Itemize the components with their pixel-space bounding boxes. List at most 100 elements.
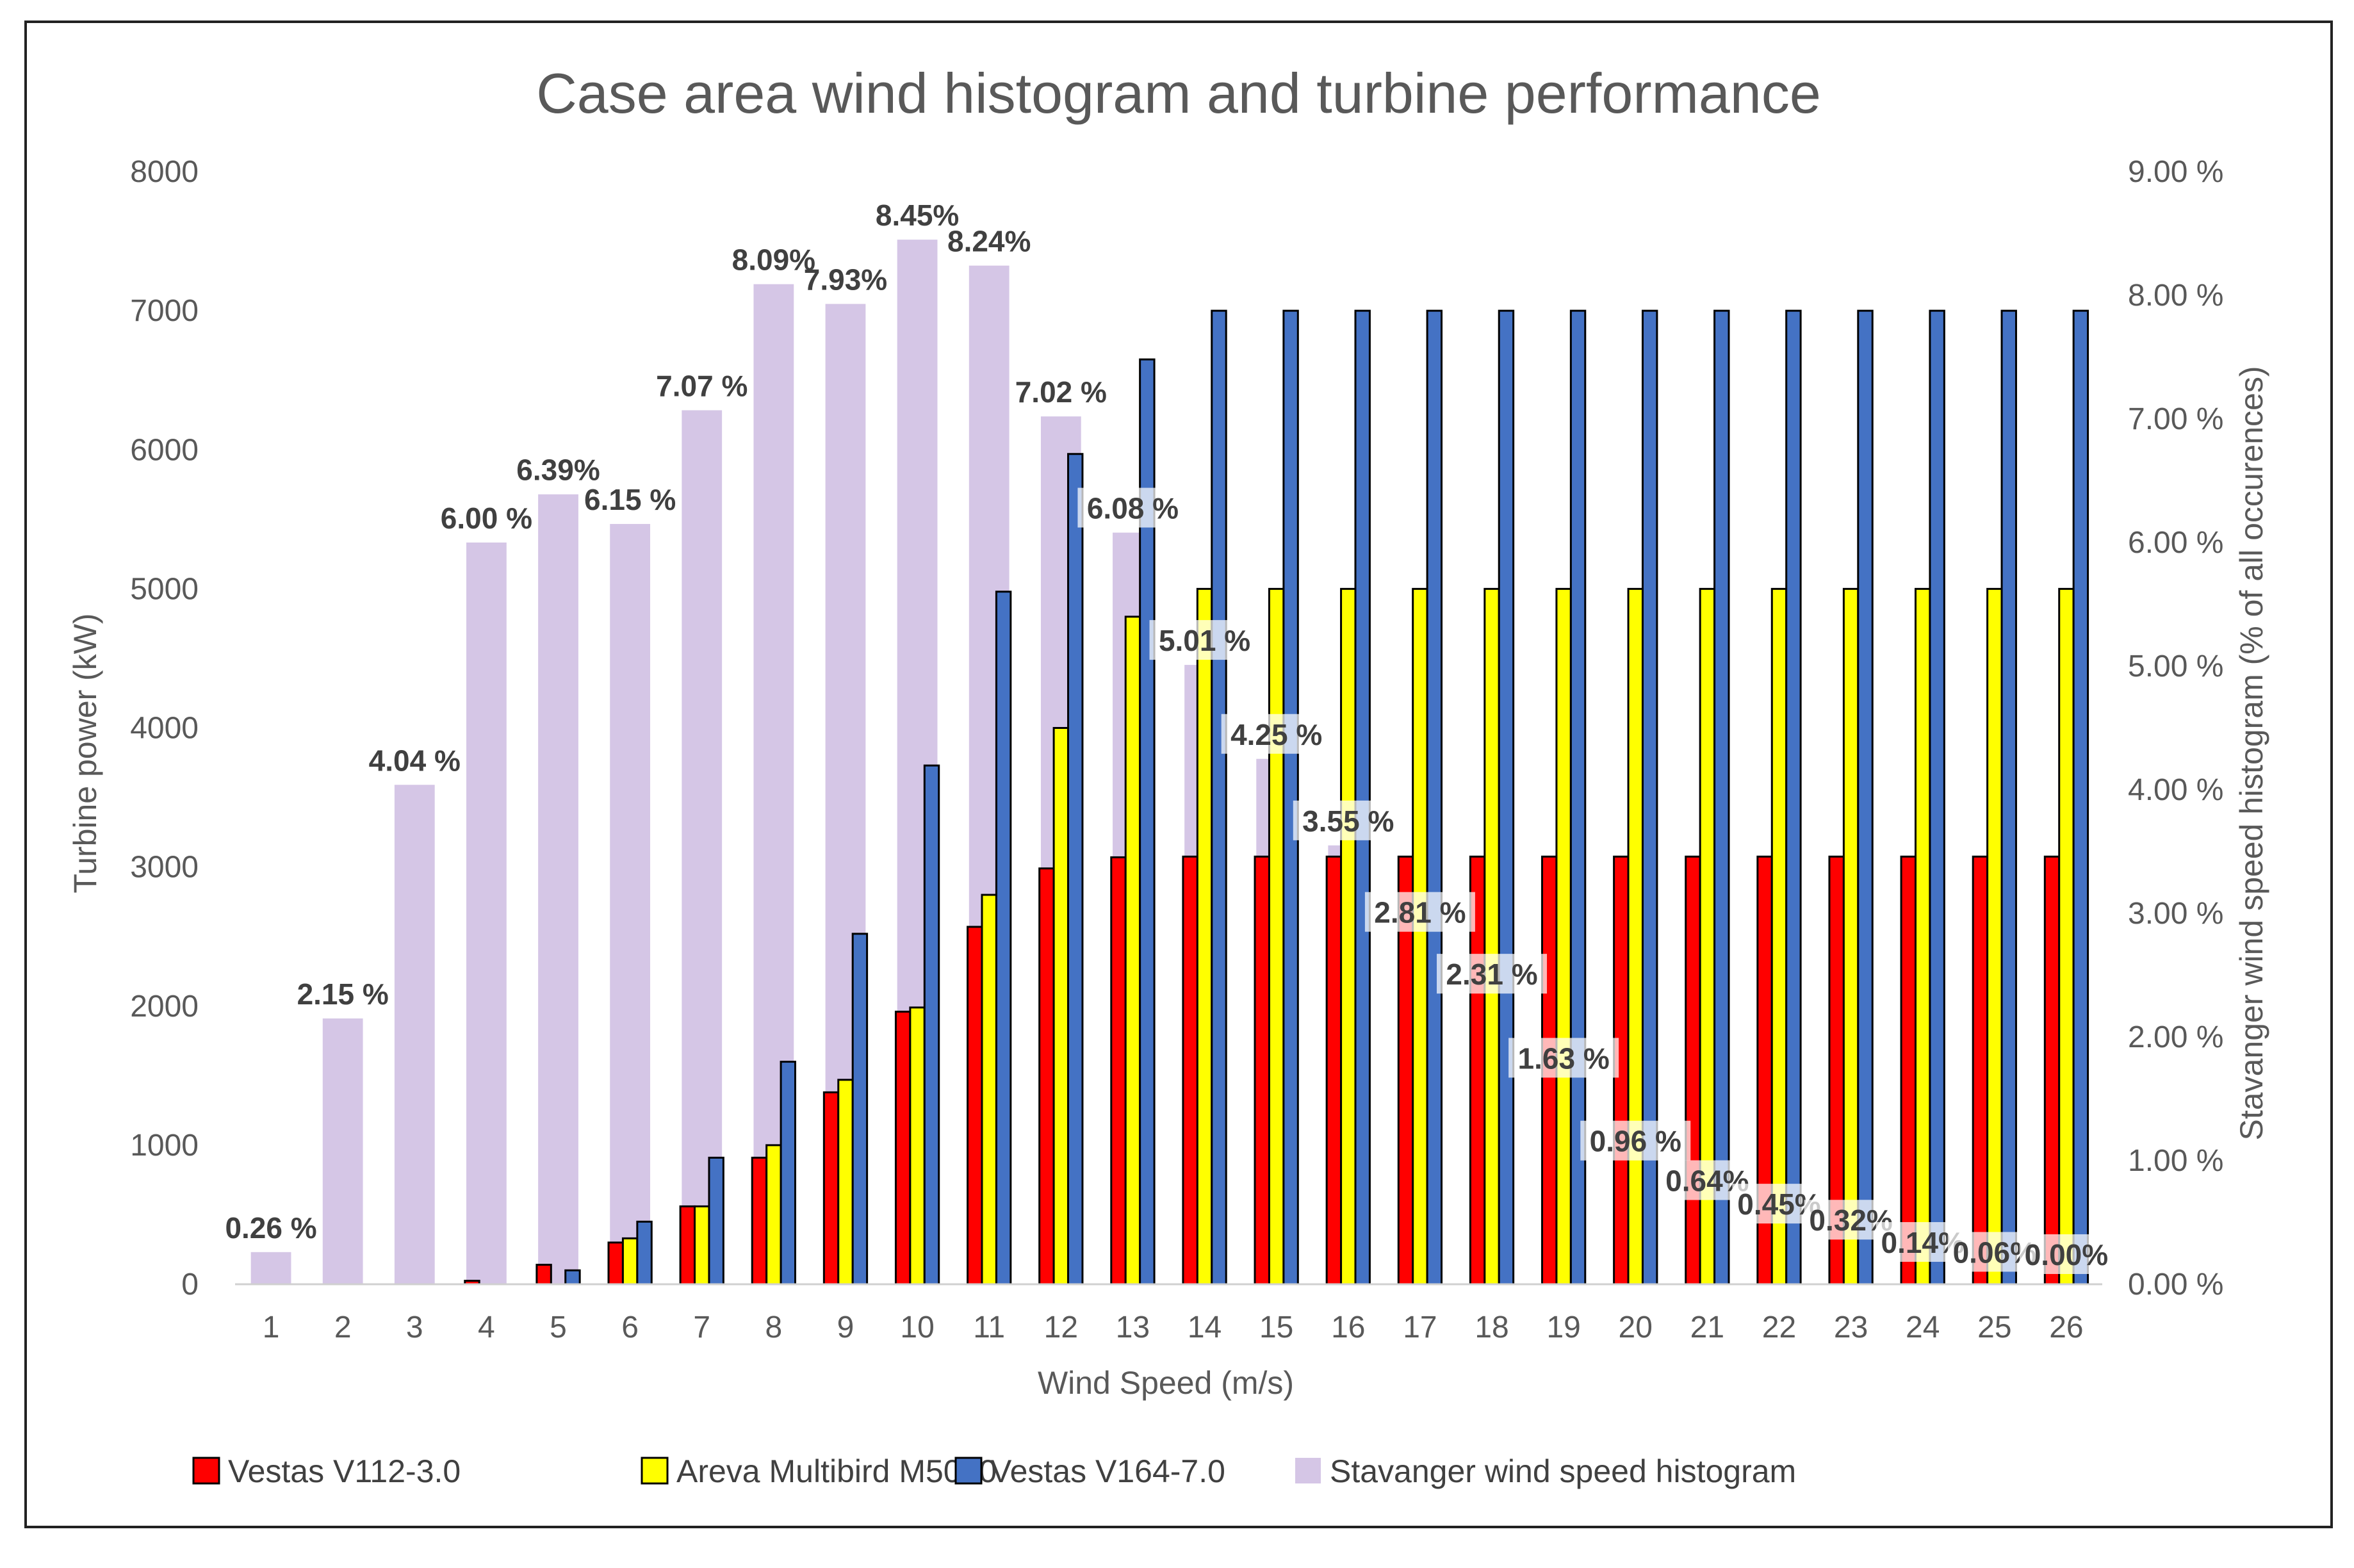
power-bar-vestas-v164-7-0 — [1498, 309, 1515, 1286]
data-label: 4.25 % — [1230, 718, 1322, 751]
data-label: 0.26 % — [225, 1211, 316, 1245]
x-tick-label: 26 — [2049, 1311, 2083, 1344]
data-label: 6.15 % — [584, 483, 676, 516]
y2-tick-label: 0.00 % — [2128, 1268, 2223, 1302]
legend-label: Vestas V164-7.0 — [990, 1453, 1225, 1489]
histogram-bar — [538, 494, 578, 1284]
chart-svg: Case area wind histogram and turbine per… — [67, 61, 2269, 1489]
data-label-bg — [1364, 892, 1475, 932]
y-axis-title: Turbine power (kW) — [67, 613, 103, 893]
power-bar-areva-multibird-m5000 — [1196, 587, 1213, 1286]
data-label: 8.09% — [732, 243, 815, 277]
data-label: 6.00 % — [441, 502, 532, 535]
chart-title: Case area wind histogram and turbine per… — [536, 61, 1821, 125]
y2-tick-label: 3.00 % — [2128, 897, 2223, 931]
power-bar-areva-multibird-m5000 — [1627, 587, 1644, 1286]
x-tick-label: 4 — [478, 1311, 495, 1344]
x-tick-label: 25 — [1977, 1311, 2011, 1344]
x-tick-label: 2 — [334, 1311, 352, 1344]
data-label: 7.07 % — [656, 369, 748, 402]
power-bar-areva-multibird-m5000 — [1484, 587, 1500, 1286]
power-bar-vestas-v112-3-0 — [1110, 856, 1127, 1286]
x-tick-label: 11 — [973, 1311, 1005, 1344]
power-bar-vestas-v164-7-0 — [636, 1220, 653, 1286]
y2-axis-title: Stavanger wind speed histogram (% of all… — [2234, 366, 2269, 1141]
data-label: 7.02 % — [1015, 375, 1107, 409]
x-tick-label: 3 — [406, 1311, 423, 1344]
data-label: 0.96 % — [1590, 1125, 1681, 1158]
data-label: 7.93% — [804, 263, 887, 297]
data-label: 8.45% — [876, 199, 959, 232]
data-label: 1.63 % — [1518, 1041, 1610, 1075]
data-label: 2.31 % — [1446, 958, 1537, 991]
y-tick-label: 8000 — [130, 155, 199, 189]
power-bar-areva-multibird-m5000 — [765, 1144, 782, 1286]
y-tick-label: 1000 — [130, 1129, 199, 1163]
y-tick-label: 2000 — [130, 990, 199, 1024]
power-bar-vestas-v112-3-0 — [1972, 855, 1989, 1286]
power-bar-vestas-v164-7-0 — [1282, 309, 1299, 1286]
power-bar-vestas-v164-7-0 — [851, 933, 869, 1286]
power-bar-areva-multibird-m5000 — [1915, 587, 1931, 1286]
data-label: 8.24% — [947, 225, 1031, 258]
power-bar-vestas-v112-3-0 — [1254, 855, 1270, 1286]
x-tick-label: 6 — [621, 1311, 639, 1344]
x-tick-label: 12 — [1044, 1311, 1078, 1344]
power-bar-vestas-v112-3-0 — [607, 1241, 624, 1286]
data-label-bg — [1580, 1120, 1691, 1161]
power-bar-vestas-v164-7-0 — [2000, 309, 2017, 1286]
power-bar-vestas-v164-7-0 — [1426, 309, 1443, 1286]
power-bar-areva-multibird-m5000 — [1412, 587, 1428, 1286]
x-tick-label: 9 — [837, 1311, 854, 1344]
data-label: 2.15 % — [297, 977, 389, 1011]
power-bar-vestas-v112-3-0 — [1038, 867, 1055, 1286]
axes-layer: 0 1000 2000 3000 4000 5000 6000 7000 8000 0.00 % 1… — [130, 155, 2223, 1344]
x-tick-label: 1 — [263, 1311, 280, 1344]
histogram-bar — [610, 524, 651, 1284]
x-tick-label: 18 — [1475, 1311, 1508, 1344]
x-tick-label: 16 — [1331, 1311, 1365, 1344]
x-tick-label: 19 — [1546, 1311, 1580, 1344]
data-label-bg — [2019, 1234, 2113, 1274]
power-bar-areva-multibird-m5000 — [981, 894, 997, 1286]
data-label-bg — [1293, 800, 1403, 840]
data-label-bg — [1508, 1038, 1619, 1078]
power-bar-areva-multibird-m5000 — [1052, 727, 1070, 1286]
power-bar-areva-multibird-m5000 — [1340, 587, 1357, 1286]
power-bar-areva-multibird-m5000 — [1842, 587, 1859, 1286]
data-label: 6.08 % — [1087, 492, 1179, 525]
data-label-bg — [1149, 620, 1260, 660]
y2-tick-label: 2.00 % — [2128, 1020, 2223, 1054]
power-bar-vestas-v112-3-0 — [894, 1010, 911, 1286]
x-tick-label: 21 — [1690, 1311, 1724, 1344]
power-bar-vestas-v164-7-0 — [780, 1061, 796, 1286]
x-tick-label: 10 — [900, 1311, 934, 1344]
power-bar-vestas-v164-7-0 — [564, 1269, 581, 1286]
power-bar-vestas-v164-7-0 — [923, 764, 940, 1286]
power-bar-vestas-v112-3-0 — [751, 1156, 768, 1286]
y2-tick-label: 7.00 % — [2128, 402, 2223, 436]
legend: Vestas V112-3.0 Areva Multibird M5000Vest… — [192, 1453, 1796, 1489]
power-bar-vestas-v112-3-0 — [679, 1205, 696, 1286]
power-bar-vestas-v112-3-0 — [1325, 855, 1343, 1286]
histogram-bar — [250, 1252, 291, 1284]
data-label: 3.55 % — [1302, 804, 1394, 838]
power-bar-vestas-v164-7-0 — [2072, 309, 2089, 1286]
x-tick-label: 13 — [1116, 1311, 1150, 1344]
legend-label: Areva Multibird M5000 — [676, 1453, 997, 1489]
data-label-bg — [1077, 487, 1188, 528]
data-label: 0.00% — [2025, 1238, 2108, 1271]
data-label: 4.04 % — [369, 744, 461, 777]
y-tick-label: 0 — [181, 1268, 199, 1302]
histogram-bar — [322, 1018, 363, 1284]
power-bar-vestas-v164-7-0 — [1929, 309, 1945, 1286]
y-tick-label: 7000 — [130, 294, 199, 328]
power-bar-vestas-v112-3-0 — [822, 1091, 840, 1286]
histogram-bar — [682, 410, 723, 1284]
percent-labels-layer: 0.26 % 2.15 % 4.04 % 6.00 % 6.39%6.15 % 7.07 … — [225, 199, 2113, 1274]
power-bar-areva-multibird-m5000 — [1124, 616, 1141, 1286]
data-label: 5.01 % — [1159, 624, 1250, 657]
y-tick-label: 4000 — [130, 712, 199, 746]
legend-swatch — [641, 1457, 669, 1485]
power-bar-vestas-v112-3-0 — [1900, 855, 1917, 1286]
